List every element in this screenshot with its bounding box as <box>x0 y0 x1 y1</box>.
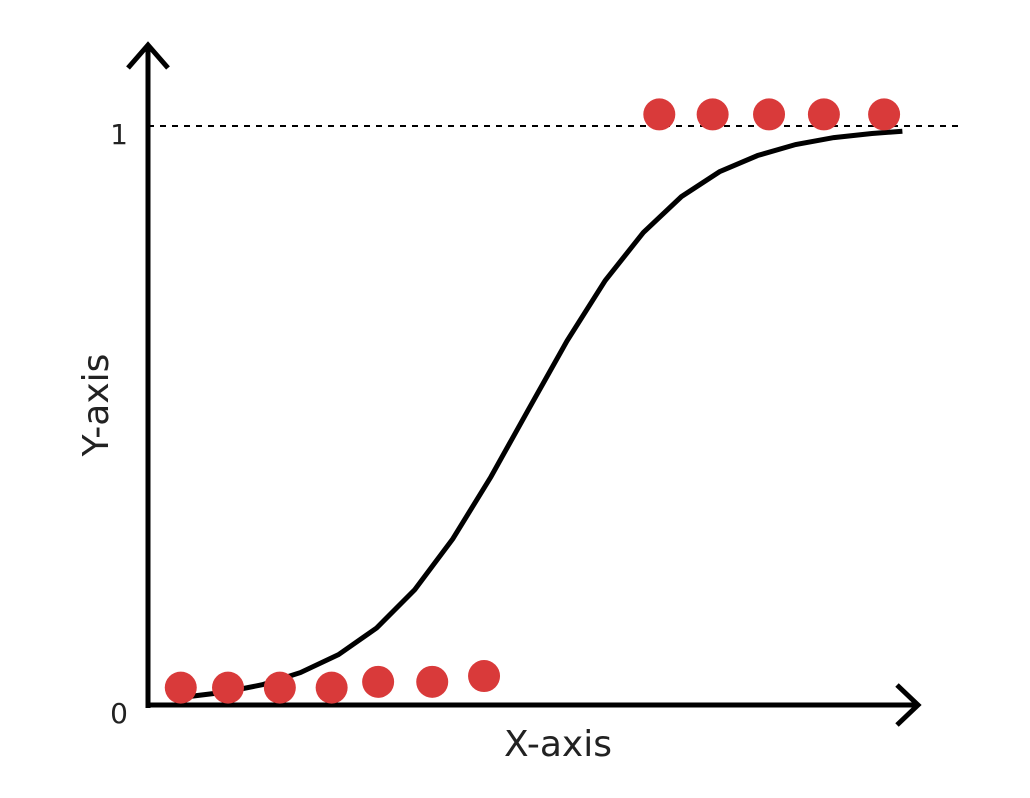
y-axis-title: Y-axis <box>76 354 117 458</box>
point <box>362 665 395 698</box>
point <box>416 665 449 698</box>
y-tick-label: 0 <box>110 697 128 730</box>
point <box>315 671 348 704</box>
point <box>807 98 840 131</box>
point <box>753 98 786 131</box>
point <box>643 98 676 131</box>
curve <box>185 128 903 700</box>
point <box>468 660 501 693</box>
x-axis-title: X-axis <box>504 724 612 765</box>
point <box>263 671 296 704</box>
point <box>212 671 245 704</box>
x-axis-arrow <box>895 683 922 727</box>
point <box>696 98 729 131</box>
point <box>164 671 197 704</box>
point <box>868 98 901 131</box>
y-tick-label: 1 <box>110 118 128 151</box>
y-axis-arrow <box>126 41 170 70</box>
